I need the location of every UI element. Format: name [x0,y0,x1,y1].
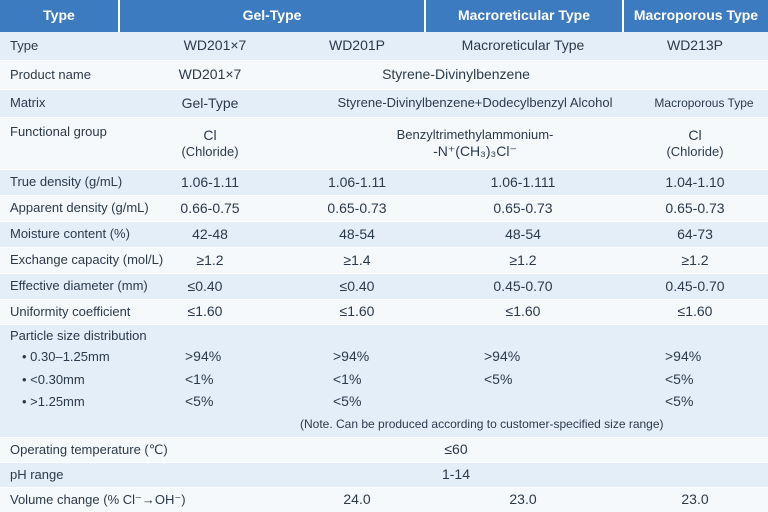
cell: ≤0.40 [187,277,223,294]
cell: WD213P [666,37,724,54]
cell: Macroporous Type [654,96,754,110]
row-particle-size-distribution: Particle size distribution • 0.30–1.25mm… [0,325,768,437]
row-volume-change: Volume change (% Cl⁻→OH⁻) 24.0 23.0 23.0 [0,488,768,512]
row-matrix: Matrix Gel-Type Styrene-Divinylbenzene+D… [0,90,768,117]
cell: 1-14 [441,466,471,483]
row-label: Product name [10,66,91,82]
psd-note: (Note. Can be produced according to cust… [300,417,664,431]
cell: ≥1.4 [343,251,371,268]
cell: 23.0 [681,491,709,508]
cell: Styrene-Divinylbenzene [382,66,530,83]
cell: Cl (Chloride) [622,118,768,169]
row-operating-temperature: Operating temperature (℃) ≤60 [0,438,768,462]
cell: <5% [333,393,362,409]
cell-line: (Chloride) [666,144,724,160]
row-label: Matrix [10,95,46,111]
row-label: pH range [10,466,64,482]
row-functional-group: Functional group Cl (Chloride) Benzyltri… [0,118,768,169]
cell: Macroreticular Type [461,37,585,54]
row-ph-range: pH range 1-14 [0,463,768,487]
cell: Cl (Chloride) [140,118,280,169]
row-label: True density (g/mL) [10,174,123,190]
cell: >94% [333,348,370,364]
psd-range-label: • <0.30mm [22,372,85,387]
cell: ≤60 [444,441,468,458]
row-label: Apparent density (g/mL) [10,200,149,216]
header-type: Type [43,7,75,24]
cell-line: Benzyltrimethylammonium- [396,126,554,142]
cell: <1% [333,371,362,387]
psd-range-label: • 0.30–1.25mm [22,349,110,364]
cell: >94% [185,348,222,364]
cell: WD201×7 [178,66,242,83]
row-label: Volume change (% Cl⁻→OH⁻) [10,491,186,507]
row-label: Operating temperature (℃) [10,441,168,457]
row-label: Moisture content (%) [10,226,130,242]
row-product-name: Product name WD201×7 Styrene-Divinylbenz… [0,61,768,89]
cell: 0.45-0.70 [665,277,725,294]
row-uniformity-coefficient: Uniformity coefficient ≤1.60 ≤1.60 ≤1.60… [0,300,768,324]
cell-line: (Chloride) [181,144,239,160]
cell: 48-54 [505,225,541,242]
cell: ≤1.60 [505,303,541,320]
psd-range-label: • >1.25mm [22,394,85,409]
table-header: Type Gel-Type Macroreticular Type Macrop… [0,0,768,32]
cell: ≤1.60 [677,303,713,320]
row-label: Type [10,37,39,53]
cell: <5% [665,371,694,387]
cell: 0.65-0.73 [493,199,553,216]
cell: WD201P [328,37,386,54]
cell: 0.45-0.70 [493,277,553,294]
cell: <5% [484,371,513,387]
cell: >94% [665,348,702,364]
cell: ≥1.2 [681,251,709,268]
row-label: Effective diameter (mm) [10,278,148,294]
row-true-density: True density (g/mL) 1.06-1.11 1.06-1.11 … [0,170,768,195]
cell: Styrene-Divinylbenzene+Dodecylbenzyl Alc… [337,95,613,111]
cell: ≥1.2 [196,251,224,268]
cell: ≤1.60 [339,303,375,320]
cell: 42-48 [192,225,228,242]
cell: ≤1.60 [187,303,223,320]
cell: ≥1.2 [509,251,537,268]
cell-line: Cl [203,126,217,143]
row-label: Exchange capacity (mol/L) [10,252,164,268]
row-label: Particle size distribution [10,328,147,343]
cell-line: -N⁺(CH₃)₃Cl⁻ [433,142,517,159]
cell: 1.06-1.11 [327,173,387,190]
header-macroporous: Macroporous Type [622,0,768,32]
cell: <1% [185,371,214,387]
row-type: Type WD201×7 WD201P Macroreticular Type … [0,32,768,60]
cell: 64-73 [677,225,713,242]
row-exchange-capacity: Exchange capacity (mol/L) ≥1.2 ≥1.4 ≥1.2… [0,248,768,273]
cell: >94% [484,348,521,364]
cell: WD201×7 [183,37,247,54]
cell: 0.66-0.75 [180,199,240,216]
cell: <5% [665,393,694,409]
row-moisture-content: Moisture content (%) 42-48 48-54 48-54 6… [0,222,768,247]
cell: 23.0 [509,491,537,508]
row-effective-diameter: Effective diameter (mm) ≤0.40 ≤0.40 0.45… [0,274,768,299]
row-label: Functional group [10,124,107,139]
cell: 1.04-1.10 [665,173,725,190]
cell: 1.06-1.11 [180,173,240,190]
cell: 0.65-0.73 [327,199,387,216]
cell-line: Cl [688,126,702,143]
row-apparent-density: Apparent density (g/mL) 0.66-0.75 0.65-0… [0,196,768,221]
row-label: Uniformity coefficient [10,303,131,319]
cell: 1.06-1.111 [490,173,556,190]
cell: 0.65-0.73 [665,199,725,216]
cell: Benzyltrimethylammonium- -N⁺(CH₃)₃Cl⁻ [370,118,580,169]
cell: ≤0.40 [339,277,375,294]
header-macroreticular: Macroreticular Type [424,0,622,32]
cell: <5% [185,393,214,409]
cell: Gel-Type [181,94,239,111]
cell: 24.0 [343,491,371,508]
header-gel-type: Gel-Type [118,0,424,32]
cell: 48-54 [339,225,375,242]
